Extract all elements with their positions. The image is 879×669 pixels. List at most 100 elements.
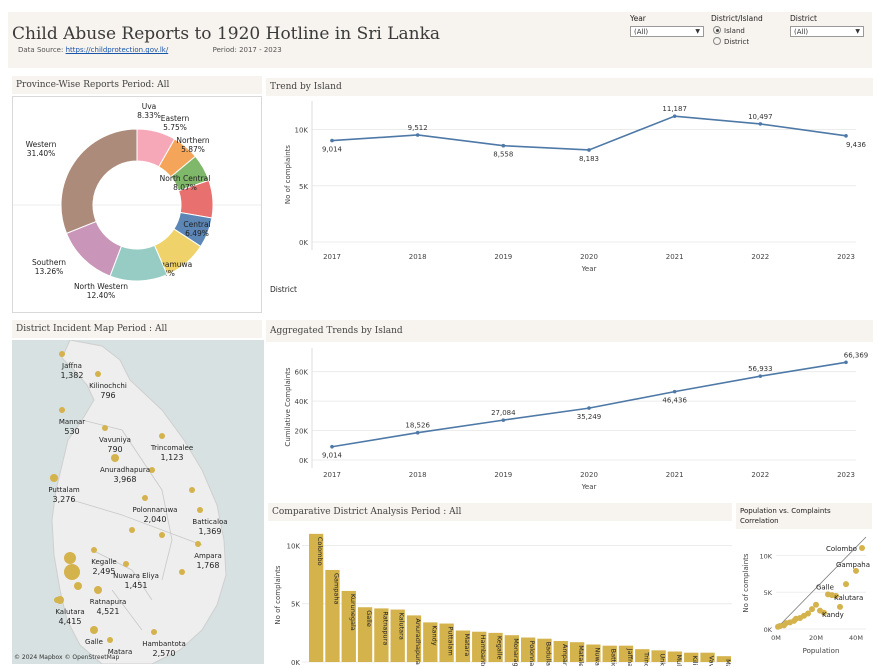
district-value-kegalle: 2,495	[93, 567, 116, 576]
district-name-trincomalee: Trincomalee	[150, 444, 193, 452]
district-bubble-vavuniya	[102, 425, 108, 431]
bar-kilinochchi	[684, 652, 699, 662]
bar-kegalle	[488, 632, 503, 662]
data-point	[844, 134, 848, 138]
donut-label-eastern: Eastern	[161, 114, 190, 123]
district-bubble	[189, 487, 195, 493]
bar-ratnapura	[374, 608, 389, 662]
x-tick-label: 2023	[837, 253, 855, 261]
scatter-header	[736, 503, 872, 529]
radio-island[interactable]: Island	[713, 26, 745, 35]
donut-label-southern: Southern	[32, 258, 66, 267]
level-filter-label: District/Island	[711, 14, 763, 23]
bar-label-kilinochchi: Kilinochchi	[691, 656, 699, 666]
district-name-kegalle: Kegalle	[91, 558, 116, 566]
bar-galle	[357, 607, 373, 662]
data-source-line: Data Source: https://childprotection.gov…	[18, 46, 282, 54]
x-tick-label: 2018	[409, 471, 427, 479]
district-bubble-kegalle	[91, 547, 97, 553]
data-point	[758, 122, 763, 126]
data-label: 66,369	[844, 351, 869, 359]
data-label: 10,497	[748, 113, 773, 121]
district-value-kilinochchi: 796	[100, 391, 115, 400]
x-tick-label: 20M	[809, 634, 823, 642]
district-filter-select[interactable]: (All) ▼	[790, 26, 864, 37]
district-bubble-galle	[90, 626, 98, 634]
donut-pct-uva: 8.33%	[137, 111, 161, 120]
bar-kurunegala	[341, 590, 356, 662]
radio-district-label: District	[724, 38, 750, 46]
donut-pct-southern: 13.26%	[35, 267, 64, 276]
data-point	[501, 143, 506, 148]
scatter-title-line2: Correlation	[740, 517, 779, 525]
bar-mullaitivu	[667, 651, 683, 662]
district-bubble	[179, 569, 185, 575]
trend-line	[775, 536, 867, 630]
district-bubble-kilinochchi	[95, 371, 101, 377]
district-bubble-anuradhapura	[111, 454, 119, 462]
district-bubble-ampara	[195, 541, 201, 547]
district-map[interactable]: Jaffna 1,382 Kilinochchi 796 Mannar 530 Vavuni…	[12, 340, 264, 664]
x-tick-label: 2021	[666, 471, 684, 479]
y-tick-label: 10K	[759, 552, 772, 560]
district-name-kalutara: Kalutara	[55, 608, 84, 616]
bars-title: Comparative District Analysis Period : A…	[268, 503, 732, 521]
district-bubble	[149, 467, 155, 473]
trend-line-chart: 0K 5K 10K 2017 2018 2019 2020 2021 2022 2023 Year N…	[284, 101, 867, 273]
district-value-kalutara: 4,415	[59, 617, 82, 626]
series-line	[331, 361, 847, 448]
aggregate-line-chart: 0K 20K 40K 60K 2017 2018 2019 2020 2021 2022 2023 Y…	[284, 348, 869, 491]
bar-hambantota	[472, 631, 487, 662]
bar-mannar	[716, 656, 731, 662]
bar-label-nuwara-eliya: Nuwara Eliya	[593, 648, 601, 666]
donut-label-northern: Northern	[176, 136, 210, 145]
district-name-matara: Matara	[108, 648, 133, 656]
scatter-label-kandy: Kandy	[822, 611, 844, 619]
y-tick-label: 0K	[291, 659, 300, 666]
district-value-trincomalee: 1,123	[161, 453, 184, 462]
district-bubble	[64, 564, 80, 580]
x-tick-label: 0M	[771, 634, 781, 642]
bar-polonnaruwa	[521, 637, 536, 662]
y-tick-label: 5K	[291, 601, 300, 609]
bar-label-kandy: Kandy	[430, 625, 438, 645]
scatter-label-gampaha: Gampaha	[836, 561, 870, 569]
radio-district[interactable]: District	[713, 37, 749, 46]
data-source-link[interactable]: https://childprotection.gov.lk/	[65, 46, 169, 54]
scatter-point	[837, 603, 843, 610]
bar-matara	[455, 630, 471, 662]
data-label: 35,249	[577, 413, 602, 421]
data-point	[330, 138, 334, 143]
bar-label-gampaha: Gampaha	[332, 573, 340, 605]
district-value-ratnapura: 4,521	[97, 607, 120, 616]
donut-label-north-central: North Central	[160, 174, 211, 183]
bar-jaffna	[618, 645, 634, 662]
donut-label-north-western: North Western	[74, 282, 128, 291]
bar-puttalam	[439, 623, 454, 662]
map-title: District Incident Map Period : All	[12, 320, 262, 338]
donut-pct-north-western: 12.40%	[87, 291, 116, 300]
district-bubble-jaffna	[59, 351, 65, 357]
x-tick-label: 2018	[409, 253, 427, 261]
x-tick-label: 2019	[494, 471, 512, 479]
scatter-label-colombo: Colombo	[826, 545, 857, 553]
x-tick-label: 2017	[323, 253, 341, 261]
donut-pct-western: 31.40%	[27, 149, 56, 158]
radio-selected-icon	[713, 26, 721, 34]
bar-label-batticaloa: Batticaloa	[610, 649, 618, 666]
bar-anuradhapura	[406, 615, 422, 662]
district-bubble-ratnapura	[94, 586, 102, 594]
district-bubble-batticaloa	[197, 507, 203, 513]
scatter-point	[829, 592, 835, 599]
y-tick-label: 0K	[299, 457, 308, 465]
year-filter-label: Year	[630, 14, 646, 23]
y-tick-label: 0K	[764, 626, 773, 634]
district-value-nuwara-eliya: 1,451	[125, 581, 148, 590]
district-name-jaffna: Jaffna	[61, 362, 82, 370]
district-boundaries	[71, 419, 203, 631]
district-bubble	[129, 527, 135, 533]
map-attribution: © 2024 Mapbox © OpenStreetMap	[14, 654, 120, 661]
year-filter-select[interactable]: (All) ▼	[630, 26, 704, 37]
data-label: 46,436	[662, 397, 687, 405]
